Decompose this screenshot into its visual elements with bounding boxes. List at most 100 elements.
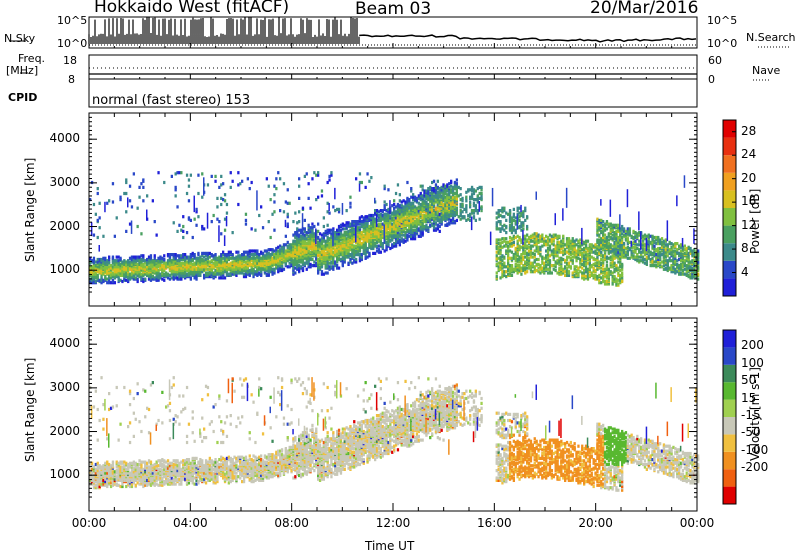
power-cell [282,245,286,249]
power-cell [96,276,99,280]
power-cell [564,248,567,252]
power-cell [313,171,316,175]
power-cell [368,228,371,232]
power-cell [222,182,225,186]
power-cell [581,248,584,252]
power-cell [605,271,609,275]
power-cell [438,209,441,213]
power-cell [273,200,276,204]
power-cell [526,270,529,274]
power-cell [495,221,498,225]
power-cell [294,271,297,275]
power-cell [123,277,126,281]
power-cell [391,227,394,231]
power-cell [495,256,498,260]
power-cell [218,220,221,224]
power-cell [305,237,308,241]
power-cell [600,257,603,262]
power-cell [328,265,331,269]
power-cell [223,259,227,263]
power-cell [252,261,255,265]
power-cell [417,201,420,205]
power-cell [408,198,411,202]
power-cell [269,253,272,257]
power-streak [358,183,361,192]
power-cell [237,254,240,258]
power-cell [552,254,555,258]
power-cell [602,240,605,244]
power-cell [341,227,344,231]
power-cell [522,227,525,231]
power-cell [533,255,536,259]
power-cell [176,270,179,274]
power-cell [218,260,221,264]
power-cell [89,281,92,285]
power-cell [155,272,158,276]
power-cell [497,245,500,249]
power-cell [184,262,187,266]
power-cell [318,265,322,269]
power-cell [320,239,324,243]
power-cell [223,276,227,280]
power-cell [374,209,377,213]
power-streak [520,204,522,212]
power-cell [508,267,512,271]
power-cell [505,249,508,253]
power-cell [465,199,468,203]
power-cell [244,262,248,266]
power-cell [586,267,590,271]
power-cell [294,231,297,235]
power-cell [524,251,527,255]
power-cell [108,257,111,262]
power-cell [565,250,569,254]
power-cell [537,270,540,274]
power-cell [275,187,278,191]
power-cell [263,267,267,271]
power-cell [375,249,379,253]
power-cell [210,174,213,178]
power-cell [206,271,210,275]
power-cell [581,266,584,270]
power-cell [539,271,542,275]
power-cell [588,246,591,251]
power-cell [242,255,246,259]
power-cell [469,188,472,192]
power-cell [394,210,398,214]
power-cell [501,245,504,249]
power-cell [250,256,253,260]
power-cell [381,224,384,229]
power-cell [432,194,436,198]
power-cell [383,206,386,210]
power-cell [594,243,597,247]
power-cell [364,240,367,244]
power-cell [529,238,533,242]
power-cell [556,271,559,275]
power-cell [185,255,189,259]
power-cell [550,238,553,242]
power-cell [425,226,428,230]
power-cell [180,271,183,275]
power-cell [383,184,386,188]
power-cell [298,220,301,224]
power-cell [184,257,187,262]
power-cell [503,270,506,274]
power-cell [106,281,109,285]
power-cell [168,253,172,257]
power-cell [288,255,291,259]
power-cell [364,253,367,257]
power-cell [356,220,360,224]
power-cell [607,250,610,254]
power-cell [548,254,552,258]
power-cell [100,265,103,269]
power-cell [541,261,544,265]
power-cell [203,259,206,263]
power-cell [467,217,470,221]
power-cell [345,209,348,213]
power-cell [178,223,181,227]
power-cell [298,228,301,232]
power-cell [455,190,458,194]
power-cell [102,271,105,275]
power-cell [163,261,166,265]
power-cell [505,231,508,235]
power-cell [425,220,428,224]
